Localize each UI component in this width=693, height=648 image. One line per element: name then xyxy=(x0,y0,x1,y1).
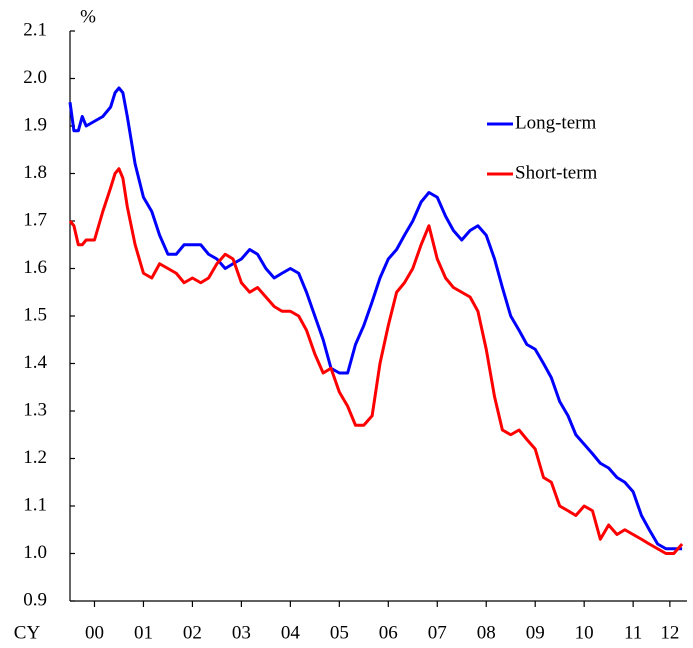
y-tick-label: 1.8 xyxy=(23,162,47,183)
y-tick-label: 2.0 xyxy=(23,67,47,88)
y-tick-label: 2.1 xyxy=(23,19,47,40)
y-tick-label: 1.6 xyxy=(23,257,47,278)
legend-label: Long-term xyxy=(515,112,596,133)
x-tick-label: 05 xyxy=(330,622,349,643)
x-tick-label: 07 xyxy=(428,622,447,643)
x-tick-label: 10 xyxy=(575,622,594,643)
y-tick-label: 1.3 xyxy=(23,399,47,420)
x-tick-label: 04 xyxy=(281,622,301,643)
x-tick-label: 03 xyxy=(232,622,251,643)
y-tick-label: 1.9 xyxy=(23,114,47,135)
x-tick-label: 09 xyxy=(526,622,545,643)
x-tick-label: 00 xyxy=(85,622,104,643)
y-tick-label: 1.5 xyxy=(23,304,47,325)
series-line xyxy=(68,86,683,551)
y-tick-label: 1.7 xyxy=(23,209,47,230)
x-tick-label: 06 xyxy=(379,622,398,643)
y-tick-label: 1.2 xyxy=(23,447,47,468)
y-tick-label: 1.4 xyxy=(23,352,47,373)
x-tick-label: 01 xyxy=(134,622,153,643)
x-axis-label: CY xyxy=(14,622,41,643)
x-tick-label: 02 xyxy=(183,622,202,643)
legend-label: Short-term xyxy=(515,162,598,183)
y-tick-label: 1.1 xyxy=(23,494,47,515)
x-tick-label: 12 xyxy=(660,622,679,643)
series-line xyxy=(68,167,684,555)
x-tick-label: 08 xyxy=(477,622,496,643)
y-axis-label: % xyxy=(80,6,96,27)
y-tick-label: 0.9 xyxy=(23,589,47,610)
x-tick-label: 11 xyxy=(624,622,642,643)
y-tick-label: 1.0 xyxy=(23,542,47,563)
